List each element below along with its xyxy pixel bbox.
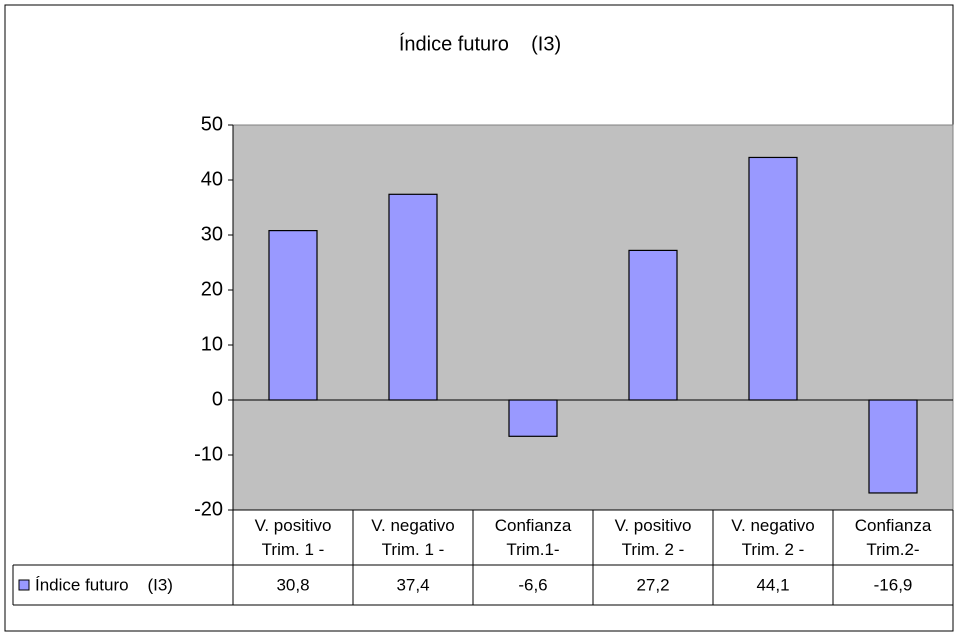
y-tick-label: 40 [201, 168, 223, 190]
y-tick-label: -10 [194, 443, 223, 465]
x-tick-label: V. negativo Trim. 1 - [371, 515, 455, 559]
bar [388, 193, 438, 401]
value-label: 27,2 [636, 575, 669, 594]
x-tick-label: V. positivo Trim. 1 - [254, 515, 332, 559]
x-tick-label: Confianza Trim.1- [494, 515, 572, 559]
plot-area [232, 124, 954, 511]
value-label: 30,8 [276, 575, 309, 594]
bar [868, 399, 918, 494]
value-label: 37,4 [396, 575, 429, 594]
y-tick-label: 20 [201, 278, 223, 300]
bar [628, 249, 678, 401]
y-tick-label: 30 [201, 223, 223, 245]
y-tick-label: 10 [201, 333, 223, 355]
bar [268, 230, 318, 401]
value-label: -16,9 [874, 575, 913, 594]
chart-title: Índice futuro (I3) [399, 32, 561, 55]
legend-marker [18, 579, 30, 591]
x-tick-label: V. positivo Trim. 2 - [614, 515, 692, 559]
x-tick-label: Confianza Trim.2- [854, 515, 932, 559]
value-label: 44,1 [756, 575, 789, 594]
value-label: -6,6 [518, 575, 547, 594]
x-tick-label: V. negativo Trim. 2 - [731, 515, 815, 559]
bar [748, 156, 798, 401]
y-tick-label: -20 [194, 498, 223, 520]
legend-label: Índice futuro (I3) [35, 575, 173, 594]
bar [508, 399, 558, 437]
y-tick-label: 0 [212, 388, 223, 410]
y-tick-label: 50 [201, 113, 223, 135]
